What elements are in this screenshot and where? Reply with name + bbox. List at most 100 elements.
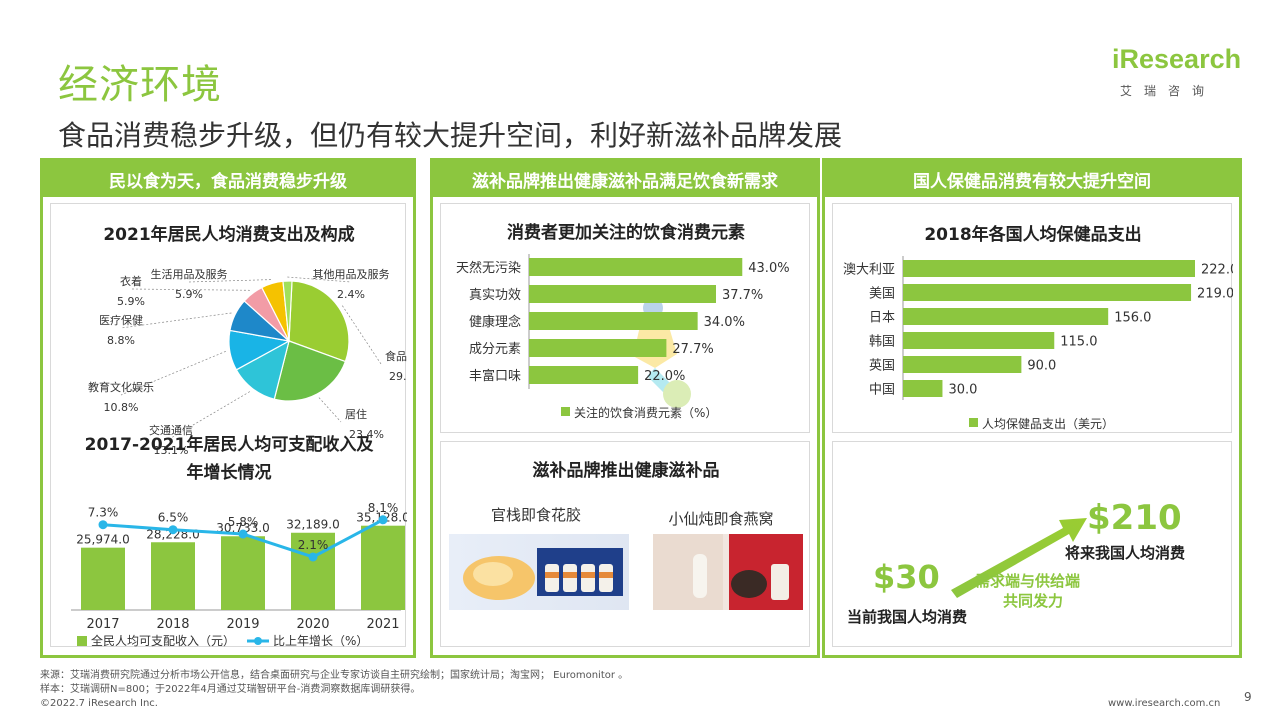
pie-value-7: 2.4% [337, 288, 365, 301]
focus-elements-card: 消费者更加关注的饮食消费元素 天然无污染 43.0% 真实功效 37.7% 健康理念 34… [440, 203, 810, 433]
driver-text-line2: 共同发力 [1003, 592, 1064, 610]
pie-label-4: 医疗保健 [99, 313, 143, 327]
supplement-category-4: 英国 [869, 359, 895, 374]
supplement-category-3: 韩国 [869, 335, 895, 350]
growth-rate-label-2018: 6.5% [158, 511, 189, 525]
left-panel: 民以食为天，食品消费稳步升级 2021年居民人均消费支出及构成 食品烟酒 29.8… [40, 158, 416, 658]
focus-category-3: 成分元素 [469, 342, 521, 357]
income-chart-title-line2: 年增长情况 [186, 463, 272, 483]
right-panel: 国人保健品消费有较大提升空间 2018年各国人均保健品支出 澳大利亚 222.0 美… [822, 158, 1242, 658]
pie-label-3: 教育文化娱乐 [88, 380, 154, 394]
right-panel-header: 国人保健品消费有较大提升空间 [825, 161, 1239, 197]
left-panel-header: 民以食为天，食品消费稳步升级 [43, 161, 413, 197]
pie-label-6: 生活用品及服务 [151, 267, 228, 281]
supplement-bar-2 [903, 308, 1109, 325]
page-subtitle: 食品消费稳步升级，但仍有较大提升空间，利好新滋补品牌发展 [58, 119, 843, 152]
pie-value-6: 5.9% [175, 288, 203, 301]
income-year-label-2021: 2021 [366, 617, 399, 632]
growth-rate-label-2021: 8.1% [368, 501, 399, 515]
current-spend-value: $30 [873, 558, 940, 596]
focus-bar-3 [529, 339, 667, 357]
pie-value-5: 5.9% [117, 295, 145, 308]
focus-bar-2 [529, 312, 698, 330]
pie-value-2: 13.1% [154, 444, 189, 457]
pie-label-5: 衣着 [120, 274, 142, 288]
future-spend-label: 将来我国人均消费 [1065, 544, 1186, 562]
supplement-value-0: 222.0 [1201, 263, 1233, 278]
pie-leader-line-6 [188, 279, 271, 283]
iresearch-logo: iResearch 艾瑞咨询 [1112, 42, 1241, 102]
supplement-value-2: 156.0 [1114, 311, 1151, 326]
logo-chinese: 艾瑞咨询 [1120, 84, 1217, 98]
pie-slice-7 [282, 280, 293, 342]
pie-chart-title: 2021年居民人均消费支出及构成 [103, 225, 355, 245]
pie-slice-0 [288, 280, 350, 363]
income-bar-2020 [291, 532, 335, 610]
source-note: 来源：艾瑞消费研究院通过分析市场公开信息，结合桌面研究与企业专家访谈自主研究绘制… [40, 670, 629, 681]
pie-leader-line-7 [287, 276, 352, 283]
focus-value-1: 37.7% [722, 288, 763, 303]
pie-value-3: 10.8% [104, 401, 139, 414]
pie-leader-line-1 [318, 397, 342, 423]
product-image-huajiao [449, 534, 629, 610]
pie-leader-line-3 [120, 350, 226, 396]
income-bar-label-2020: 32,189.0 [286, 518, 339, 532]
logo-word: iResearch [1112, 44, 1242, 74]
sample-note: 样本：艾瑞调研N=800；于2022年4月通过艾瑞智研平台-消费洞察数据库调研获… [40, 684, 421, 695]
focus-bar-0 [529, 258, 743, 276]
pie-value-0: 29.8% [389, 370, 407, 383]
supplement-category-2: 日本 [869, 311, 895, 326]
driver-text-line1: 需求端与供给端 [975, 572, 1081, 590]
supplement-value-4: 90.0 [1027, 359, 1056, 374]
focus-legend-swatch [561, 407, 570, 416]
supplement-bar-4 [903, 356, 1022, 373]
focus-value-4: 22.0% [644, 369, 685, 384]
income-year-label-2019: 2019 [226, 617, 259, 632]
supplement-spend-bar-chart: 澳大利亚 222.0 美国 219.0 日本 156.0 韩国 115.0 英国 90.0 中国 30… [843, 256, 1233, 431]
income-bar-2018 [151, 542, 195, 610]
focus-elements-bar-chart: 天然无污染 43.0% 真实功效 37.7% 健康理念 34.0% 成分元素 27.7% 丰富口… [456, 254, 790, 420]
income-bar-2017 [81, 547, 125, 610]
future-spend-value: $210 [1087, 498, 1182, 538]
current-spend-label: 当前我国人均消费 [847, 608, 968, 626]
middle-panel: 滋补品牌推出健康滋补品满足饮食新需求 消费者更加关注的饮食消费元素 天然无污染 4… [430, 158, 820, 658]
focus-category-0: 天然无污染 [456, 260, 521, 276]
supplement-category-5: 中国 [869, 383, 895, 398]
legend-growth-label: 比上年增长（%） [273, 634, 368, 648]
focus-category-4: 丰富口味 [469, 368, 521, 384]
product-name-huajiao: 官栈即食花胶 [490, 506, 581, 524]
supplement-bar-3 [903, 332, 1055, 349]
focus-value-2: 34.0% [704, 315, 745, 330]
focus-legend-label: 关注的饮食消费元素（%） [574, 405, 717, 420]
legend-income-label: 全民人均可支配收入（元） [91, 633, 235, 648]
pie-value-1: 23.4% [349, 428, 384, 441]
growth-rate-point-2020 [308, 552, 318, 562]
growth-rate-point-2018 [168, 525, 178, 535]
income-bar-line-chart: 25,974.0201728,228.0201830,733.0201932,1… [71, 501, 407, 648]
middle-panel-header: 滋补品牌推出健康滋补品满足饮食新需求 [433, 161, 817, 197]
supplement-bar-5 [903, 380, 943, 397]
growth-card: $30 当前我国人均消费 $210 将来我国人均消费 需求端与供给端 共同发力 [832, 441, 1232, 647]
page-number: 9 [1244, 690, 1252, 704]
pie-leader-line-2 [170, 391, 250, 439]
focus-bar-1 [529, 285, 716, 303]
supplement-value-5: 30.0 [948, 383, 977, 398]
growth-rate-label-2017: 7.3% [88, 506, 119, 520]
income-year-label-2018: 2018 [156, 617, 189, 632]
supplement-bar-1 [903, 284, 1192, 301]
product-name-yanwo: 小仙炖即食燕窝 [668, 510, 774, 528]
supplement-bar-0 [903, 260, 1195, 277]
copyright: ©2022.7 iResearch Inc. [40, 698, 158, 709]
growth-rate-point-2019 [238, 529, 248, 539]
growth-arrow-graphic [951, 518, 1087, 598]
products-card: 滋补品牌推出健康滋补品 官栈即食花胶 小仙炖即食燕窝 [440, 441, 810, 647]
legend-income-swatch [77, 636, 87, 646]
product-image-yanwo [653, 534, 803, 610]
growth-rate-label-2020: 2.1% [298, 538, 329, 552]
legend-growth-marker [254, 637, 262, 645]
website-link[interactable]: www.iresearch.com.cn [1108, 698, 1221, 709]
products-title: 滋补品牌推出健康滋补品 [532, 461, 720, 481]
left-inner-card: 2021年居民人均消费支出及构成 食品烟酒 29.8% 居住 23.4% 交通通信 13.… [50, 203, 407, 648]
focus-category-2: 健康理念 [469, 314, 521, 330]
pie-label-2: 交通通信 [149, 423, 193, 437]
